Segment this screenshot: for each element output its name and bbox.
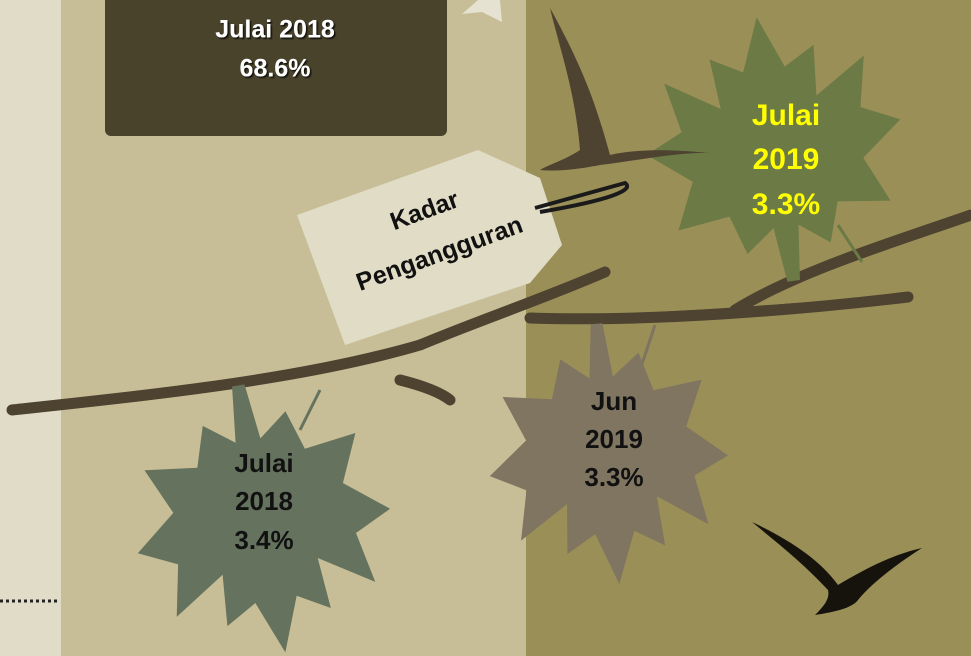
leaf-text: Julai — [234, 448, 293, 478]
tag — [297, 150, 562, 345]
banner-text: 68.6% — [240, 55, 311, 83]
leaf-text: 3.3% — [752, 188, 820, 221]
leaf-text: Julai — [752, 99, 820, 132]
bird — [540, 8, 710, 171]
leaf-stem — [298, 389, 322, 431]
star — [462, 0, 502, 22]
banner-text: Julai 2018 — [215, 16, 335, 44]
leaf-text: 3.4% — [234, 525, 293, 555]
leaf-text: Jun — [591, 386, 637, 416]
leaf-stem — [638, 324, 657, 371]
tag-string — [534, 180, 629, 214]
branch — [6, 209, 971, 416]
leaf-text: 3.3% — [584, 462, 643, 492]
banner-box — [105, 0, 447, 136]
bird — [752, 522, 922, 615]
leaf-text: 2019 — [753, 143, 820, 176]
twig — [544, 294, 909, 321]
leaf-stem — [836, 224, 864, 263]
leaf-text: 2018 — [235, 486, 293, 516]
leaf-text: 2019 — [585, 424, 643, 454]
left-panel — [0, 0, 61, 656]
